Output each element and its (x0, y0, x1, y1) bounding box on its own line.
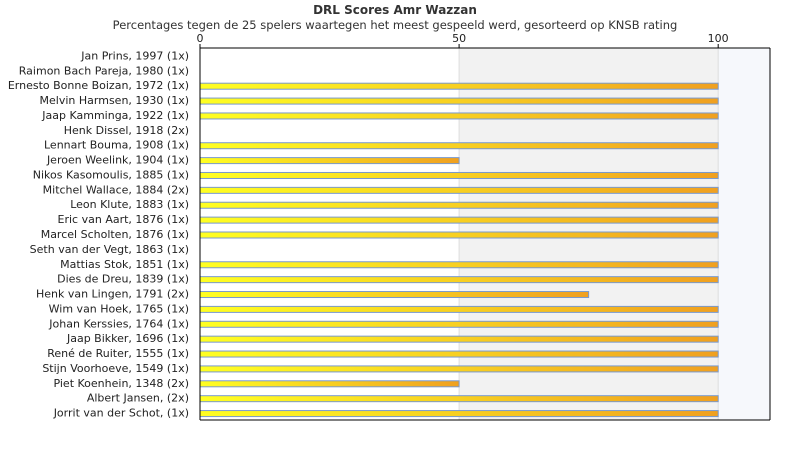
category-label: Ernesto Bonne Boizan, 1972 (1x) (8, 79, 189, 92)
bar (199, 112, 719, 120)
category-label: Jeroen Weelink, 1904 (1x) (46, 154, 189, 167)
bar-series (199, 82, 719, 418)
bar (199, 305, 719, 313)
category-label: Jan Prins, 1997 (1x) (80, 49, 189, 62)
bar (199, 335, 719, 343)
bar (199, 261, 719, 269)
bar (199, 350, 719, 358)
x-axis-ticks: 0 50 100 (197, 32, 729, 48)
x-tick-label: 100 (708, 32, 729, 45)
x-tick-label: 50 (452, 32, 466, 45)
bar (199, 395, 719, 403)
category-label: Mitchel Wallace, 1884 (2x) (43, 183, 189, 196)
chart-title: DRL Scores Amr Wazzan (313, 3, 477, 17)
category-label: Piet Koenhein, 1348 (2x) (53, 377, 189, 390)
category-label: Henk van Lingen, 1791 (2x) (36, 288, 189, 301)
bar (199, 320, 719, 328)
category-label: Eric van Aart, 1876 (1x) (58, 213, 189, 226)
band-100-end (718, 48, 770, 420)
bar (199, 231, 719, 239)
category-label: Jorrit van der Schot, (1x) (53, 407, 189, 420)
category-label: Jaap Kamminga, 1922 (1x) (41, 109, 189, 122)
category-label: Lennart Bouma, 1908 (1x) (44, 139, 189, 152)
y-axis-labels: Jan Prins, 1997 (1x) Raimon Bach Pareja, … (8, 49, 189, 419)
axes (199, 47, 771, 421)
category-label: Seth van der Vegt, 1863 (1x) (30, 243, 189, 256)
bar (199, 276, 719, 284)
bar (199, 291, 590, 299)
bar (199, 82, 719, 90)
category-label: Albert Jansen, (2x) (87, 392, 189, 405)
bar (199, 216, 719, 224)
category-label: Johan Kerssies, 1764 (1x) (48, 317, 189, 330)
bar (199, 410, 719, 418)
bar (199, 380, 460, 388)
bar (199, 171, 719, 179)
category-label: Marcel Scholten, 1876 (1x) (41, 228, 189, 241)
bar (199, 142, 719, 150)
bar (199, 365, 719, 373)
category-label: Melvin Harmsen, 1930 (1x) (40, 94, 189, 107)
category-label: Dies de Dreu, 1839 (1x) (57, 273, 189, 286)
bar (199, 186, 719, 194)
category-label: Stijn Voorhoeve, 1549 (1x) (42, 362, 189, 375)
category-label: Nikos Kasomoulis, 1885 (1x) (33, 168, 189, 181)
bar (199, 97, 719, 105)
category-label: Jaap Bikker, 1696 (1x) (66, 332, 189, 345)
category-label: Leon Klute, 1883 (1x) (70, 198, 189, 211)
category-label: Raimon Bach Pareja, 1980 (1x) (19, 64, 189, 77)
category-label: Wim van Hoek, 1765 (1x) (49, 302, 189, 315)
bar (199, 157, 460, 165)
category-label: René de Ruiter, 1555 (1x) (47, 347, 189, 360)
category-label: Mattias Stok, 1851 (1x) (60, 258, 189, 271)
chart-subtitle: Percentages tegen de 25 spelers waartege… (112, 18, 678, 32)
category-label: Henk Dissel, 1918 (2x) (64, 124, 189, 137)
bar (199, 201, 719, 209)
x-tick-label: 0 (197, 32, 204, 45)
